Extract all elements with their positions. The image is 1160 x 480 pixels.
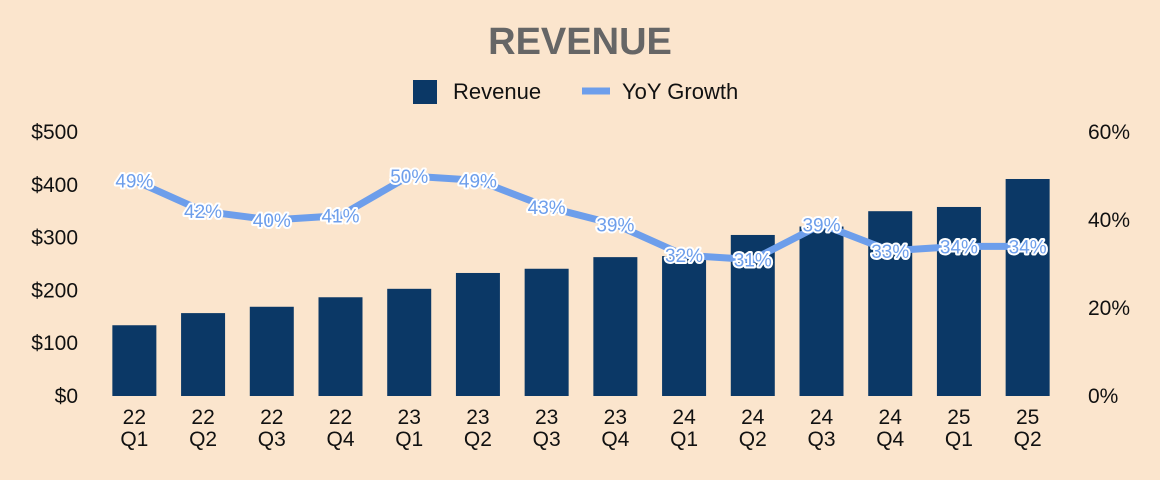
yoy-growth-data-label: 33% [871, 242, 909, 263]
x-category-label: 22 Q2 [189, 406, 217, 451]
revenue-bar [181, 313, 226, 396]
x-category-label: 25 Q1 [945, 406, 973, 451]
revenue-bar [387, 288, 432, 396]
revenue-bar [318, 297, 363, 396]
revenue-bar [936, 206, 981, 396]
y-left-tick-label: $400 [31, 174, 78, 197]
revenue-bar [524, 268, 569, 396]
revenue-bar [249, 306, 294, 396]
x-category-label: 22 Q3 [258, 406, 286, 451]
yoy-growth-data-label: 32% [665, 246, 703, 267]
revenue-bar [112, 325, 157, 396]
revenue-bar [799, 226, 844, 396]
legend: Revenue YoY Growth [413, 79, 738, 104]
revenue-bar [662, 256, 707, 396]
y-left-tick-label: $500 [31, 121, 78, 144]
yoy-growth-data-label: 42% [184, 202, 222, 223]
x-category-label: 24 Q2 [739, 406, 767, 451]
yoy-growth-data-label: 34% [1009, 237, 1047, 258]
revenue-bar [455, 272, 500, 396]
yoy-growth-data-label: 49% [115, 171, 153, 192]
yoy-growth-data-label: 41% [321, 207, 359, 228]
y-right-tick-label: 60% [1088, 121, 1130, 144]
revenue-bar [868, 211, 913, 396]
legend-label-revenue: Revenue [453, 79, 541, 104]
x-category-label: 24 Q1 [670, 406, 698, 451]
yoy-growth-data-label: 40% [253, 211, 291, 232]
x-category-label: 23 Q2 [464, 406, 492, 451]
x-category-label: 25 Q2 [1014, 406, 1042, 451]
yoy-growth-line [130, 172, 1032, 264]
yoy-growth-data-label: 34% [940, 237, 978, 258]
revenue-bars [112, 178, 1050, 396]
yoy-growth-data-label: 39% [596, 215, 634, 236]
yoy-growth-data-label: 49% [459, 171, 497, 192]
x-category-label: 23 Q1 [395, 406, 423, 451]
yoy-growth-data-label: 31% [734, 251, 772, 272]
y-axis-right: 0% 20% 40% 60% [1088, 121, 1130, 408]
yoy-growth-data-label: 39% [802, 215, 840, 236]
legend-swatch-revenue [413, 80, 437, 104]
legend-label-yoy-growth: YoY Growth [622, 79, 738, 104]
y-left-tick-label: $300 [31, 227, 78, 250]
revenue-bar [593, 257, 638, 396]
x-category-label: 23 Q4 [601, 406, 629, 451]
x-category-label: 24 Q3 [807, 406, 835, 451]
yoy-growth-data-label: 50% [390, 167, 428, 188]
y-right-tick-label: 0% [1088, 385, 1118, 408]
yoy-growth-series-line [130, 172, 1032, 264]
revenue-bar [1005, 178, 1050, 396]
x-category-label: 23 Q3 [533, 406, 561, 451]
y-left-tick-label: $200 [31, 279, 78, 302]
chart-title: REVENUE [488, 21, 672, 63]
y-right-tick-label: 20% [1088, 297, 1130, 320]
y-right-tick-label: 40% [1088, 209, 1130, 232]
y-left-tick-label: $0 [55, 385, 78, 408]
x-category-label: 22 Q4 [326, 406, 354, 451]
yoy-growth-data-label: 43% [528, 198, 566, 219]
x-category-label: 22 Q1 [120, 406, 148, 451]
yoy-growth-data-labels: 49% 42% 40% 41% 50% 49% 43% 39% 32% 31% 39% 33% 34% 3… [113, 165, 1048, 274]
y-left-tick-label: $100 [31, 332, 78, 355]
x-category-label: 24 Q4 [876, 406, 904, 451]
y-axis-left: $0 $100 $200 $300 $400 $500 [31, 121, 78, 408]
x-axis-categories: 22 Q1 22 Q2 22 Q3 22 Q4 23 Q1 23 Q2 23 Q3 23 Q4 24 Q1 24 Q2… [120, 406, 1041, 451]
